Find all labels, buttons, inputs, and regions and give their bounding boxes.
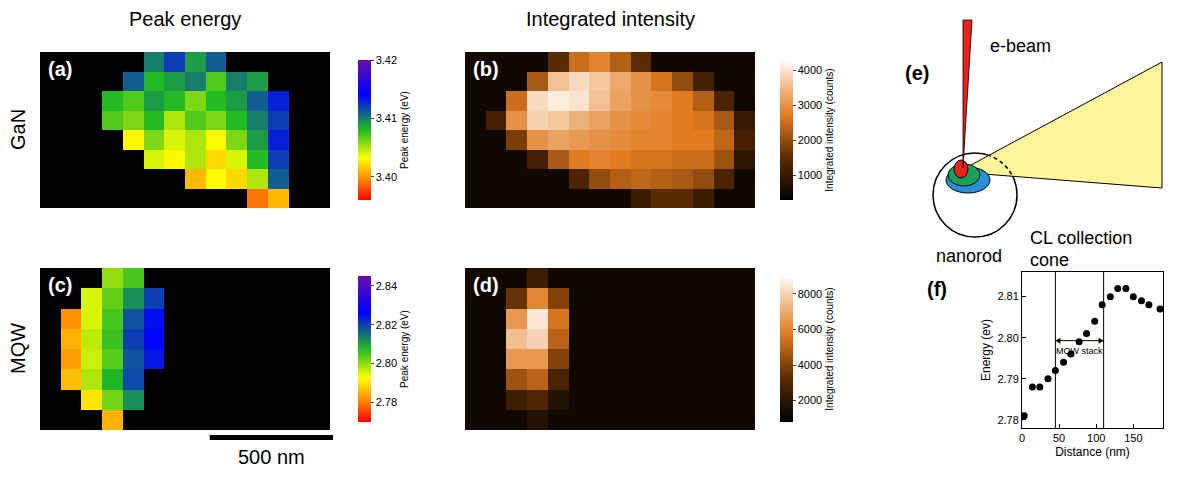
svg-text:1000: 1000 (798, 169, 822, 181)
svg-text:150: 150 (1124, 432, 1142, 444)
svg-text:2.78: 2.78 (997, 414, 1018, 426)
svg-text:(a): (a) (48, 58, 72, 80)
svg-text:2.84: 2.84 (376, 280, 397, 292)
svg-text:100: 100 (1087, 432, 1105, 444)
svg-text:MQW stack: MQW stack (1056, 346, 1103, 356)
svg-text:nanorod: nanorod (936, 246, 1002, 266)
svg-text:(c): (c) (48, 274, 72, 296)
svg-text:Integrated intensity (counts): Integrated intensity (counts) (824, 68, 835, 191)
svg-text:4000: 4000 (798, 359, 822, 371)
svg-text:cone: cone (1030, 250, 1069, 270)
svg-text:500 nm: 500 nm (238, 446, 305, 468)
svg-text:3.42: 3.42 (376, 54, 397, 66)
svg-text:0: 0 (1019, 432, 1025, 444)
svg-text:GaN: GaN (7, 109, 29, 150)
svg-text:3.40: 3.40 (376, 171, 397, 183)
svg-text:2.80: 2.80 (376, 357, 397, 369)
svg-text:6000: 6000 (798, 323, 822, 335)
svg-text:e-beam: e-beam (990, 36, 1051, 56)
svg-text:3.41: 3.41 (376, 112, 397, 124)
svg-text:Distance (nm): Distance (nm) (1055, 445, 1130, 459)
svg-text:Peak energy (eV): Peak energy (eV) (399, 91, 410, 169)
svg-text:(d): (d) (473, 274, 499, 296)
svg-text:2.78: 2.78 (376, 396, 397, 408)
svg-text:(e): (e) (905, 62, 929, 84)
svg-text:Peak energy (eV): Peak energy (eV) (399, 310, 410, 388)
svg-text:Integrated intensity: Integrated intensity (526, 8, 695, 30)
svg-text:Peak energy: Peak energy (129, 8, 241, 30)
svg-text:CL collection: CL collection (1030, 228, 1132, 248)
svg-text:(b): (b) (473, 58, 499, 80)
svg-text:2.81: 2.81 (997, 290, 1018, 302)
svg-text:8000: 8000 (798, 288, 822, 300)
svg-text:4000: 4000 (798, 64, 822, 76)
svg-text:Integrated intensity (counts): Integrated intensity (counts) (824, 287, 835, 410)
svg-text:2.80: 2.80 (997, 332, 1018, 344)
svg-text:3000: 3000 (798, 99, 822, 111)
svg-text:2.82: 2.82 (376, 319, 397, 331)
svg-text:Energy (ev): Energy (ev) (979, 319, 993, 381)
svg-text:2000: 2000 (798, 134, 822, 146)
svg-text:MQW: MQW (7, 323, 29, 374)
svg-text:50: 50 (1053, 432, 1065, 444)
svg-text:2000: 2000 (798, 394, 822, 406)
svg-text:(f): (f) (927, 278, 947, 300)
svg-text:2.79: 2.79 (997, 373, 1018, 385)
